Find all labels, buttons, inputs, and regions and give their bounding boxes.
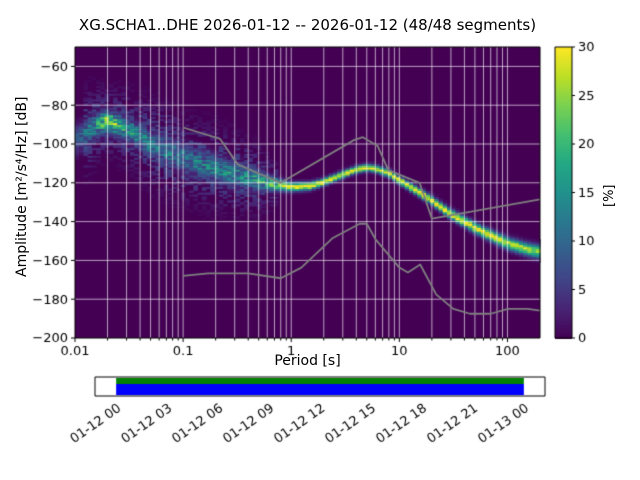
colorbar-label: [%] <box>602 184 617 208</box>
y-axis-label: Amplitude [m²/s⁴/Hz] [dB] <box>14 96 30 277</box>
plot-title: XG.SCHA1..DHE 2026-01-12 -- 2026-01-12 (… <box>78 16 537 34</box>
x-axis-label: Period [s] <box>274 353 341 369</box>
